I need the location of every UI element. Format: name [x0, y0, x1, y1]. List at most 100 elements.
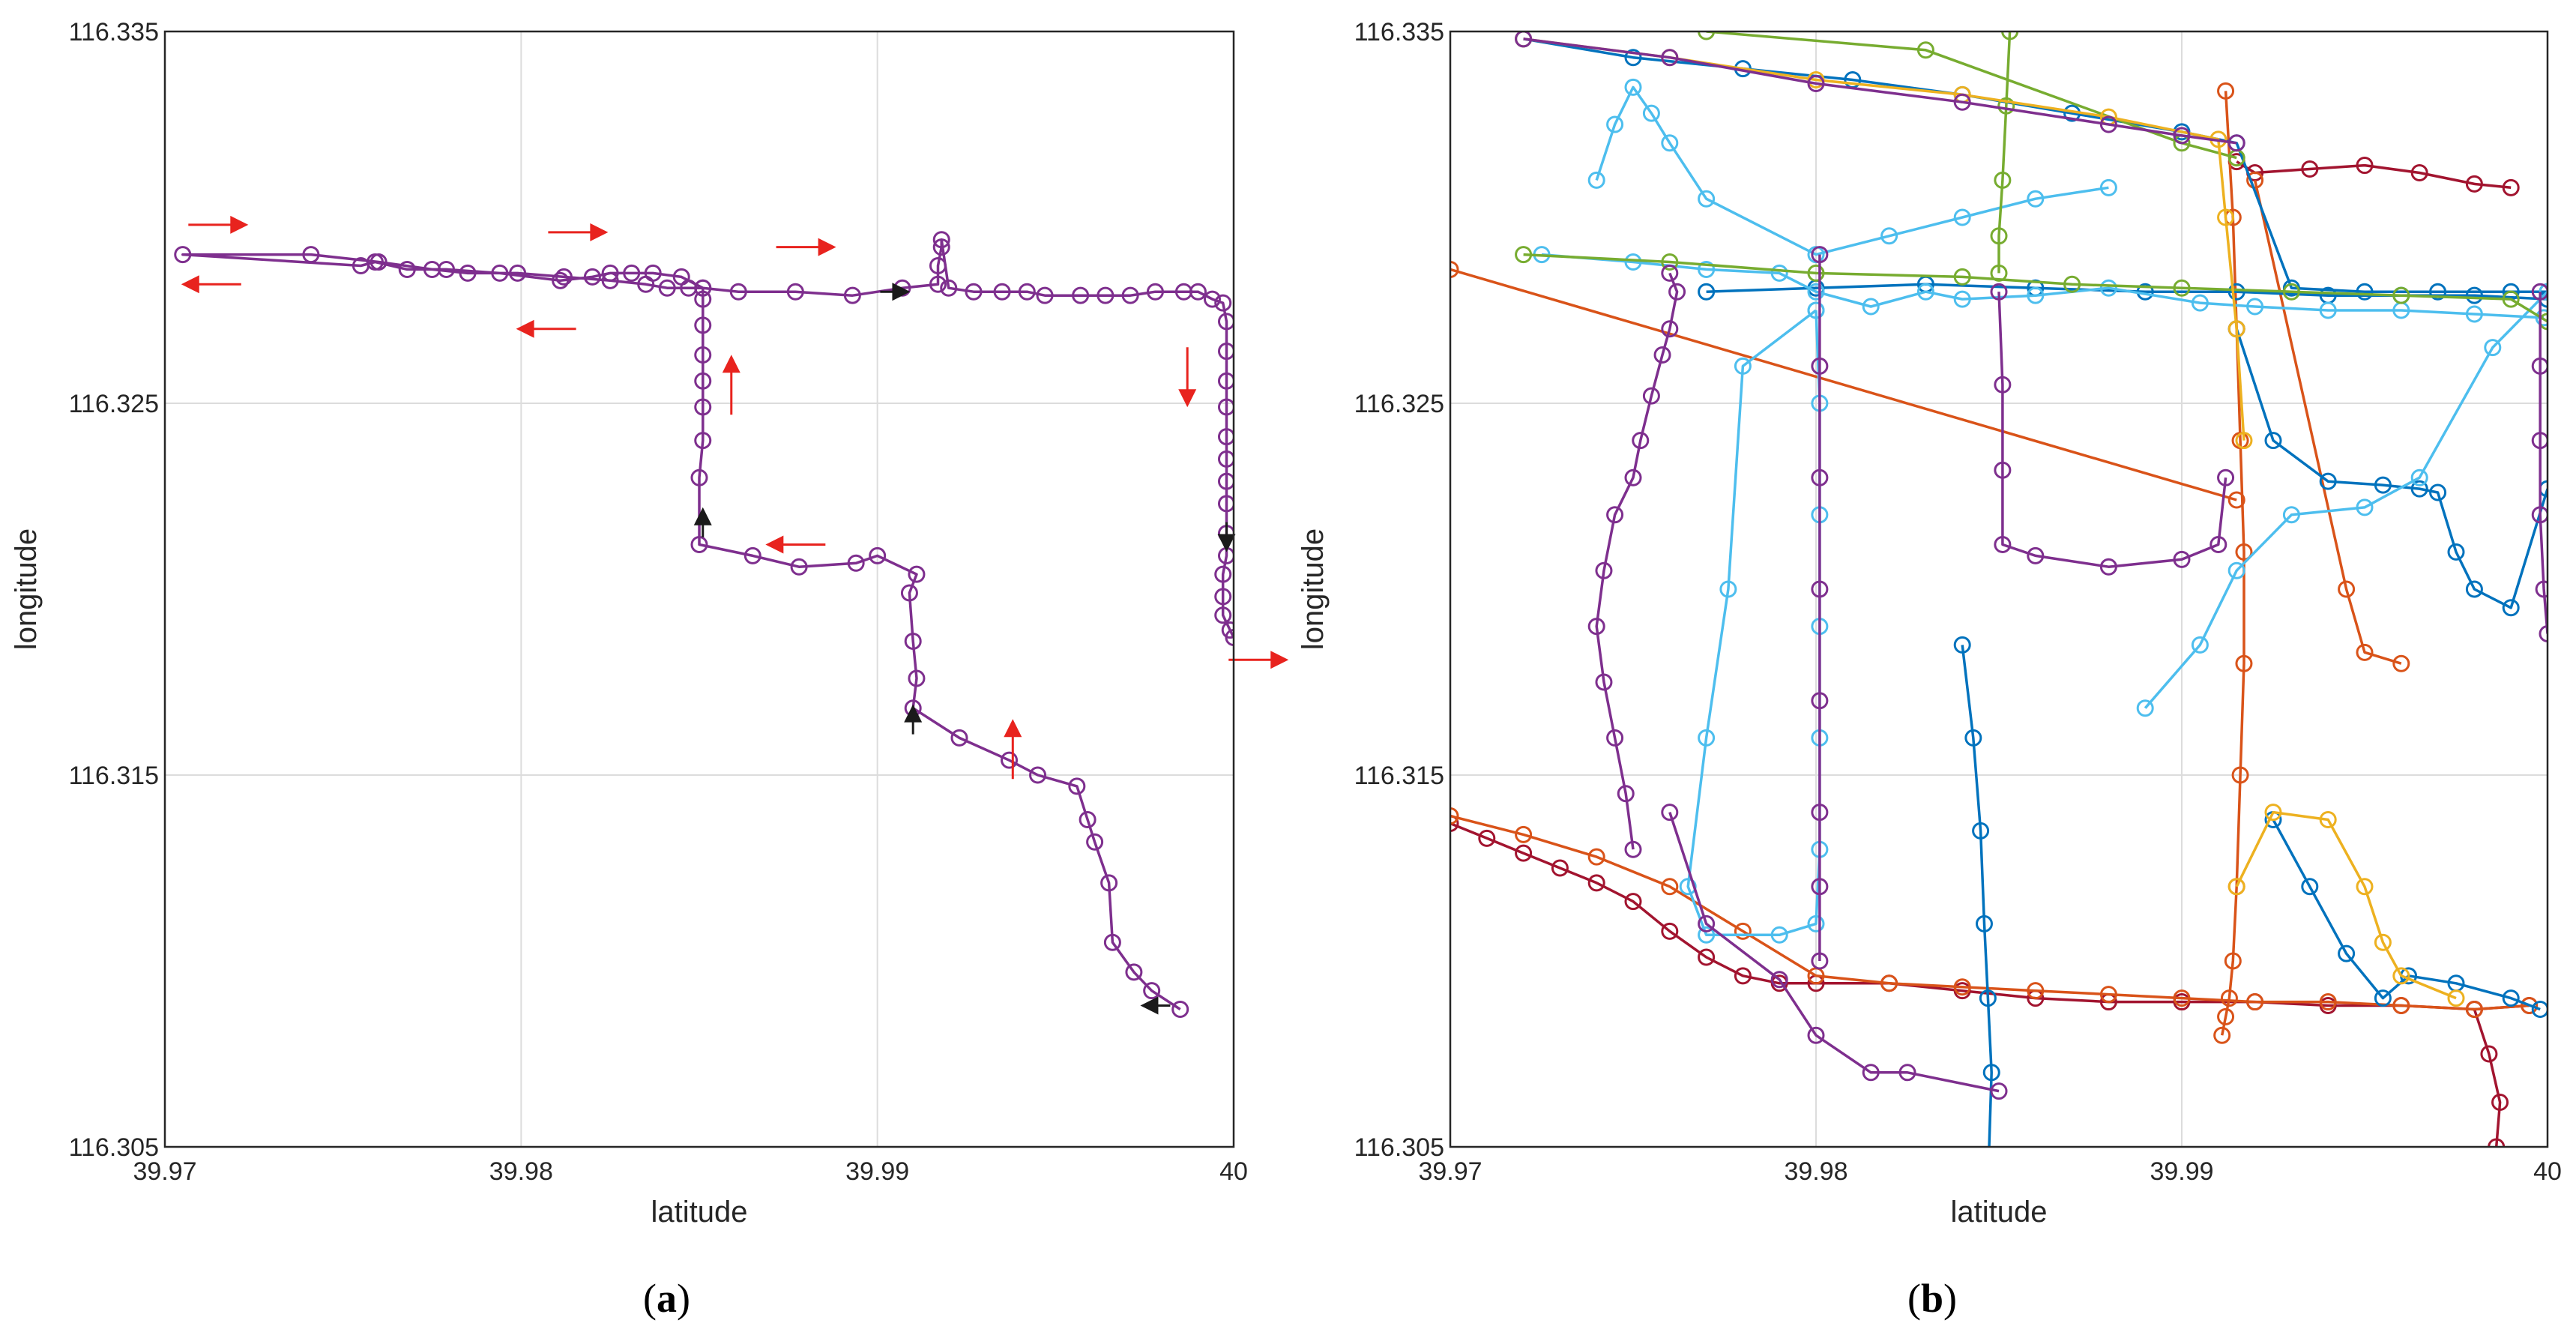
data-point: [2264, 432, 2282, 450]
series-line: [1961, 645, 1993, 1147]
data-point: [2209, 535, 2227, 553]
black-arrow-14: [1140, 996, 1171, 1015]
data-point: [2301, 160, 2319, 178]
series-line: [1523, 37, 2237, 145]
x-tick-labels-a: 39.97 39.98 39.99 40: [133, 1157, 1247, 1186]
series-line: [1595, 272, 1679, 850]
data-point: [694, 372, 712, 390]
data-point: [847, 554, 865, 572]
data-point: [2217, 468, 2235, 486]
data-point: [694, 316, 712, 334]
data-point: [1029, 766, 1047, 784]
data-point: [1770, 264, 1788, 282]
data-point: [1217, 428, 1234, 446]
y-tick-label: 116.335: [1354, 18, 1444, 46]
data-point: [1606, 729, 1624, 747]
series-line: [1997, 292, 2227, 568]
series-26: [2531, 283, 2548, 643]
data-point: [900, 584, 918, 602]
data-point: [694, 398, 712, 416]
data-point: [2220, 989, 2238, 1007]
data-point: [1606, 115, 1624, 133]
x-tick-label: 40: [1219, 1157, 1248, 1186]
data-point: [694, 290, 712, 308]
data-point: [1515, 844, 1533, 862]
y-tick-label: 116.305: [1354, 1133, 1444, 1162]
red-arrow-3: [516, 319, 576, 338]
data-point: [2217, 208, 2235, 226]
data-point: [2173, 279, 2191, 297]
data-point: [583, 268, 601, 286]
data-point: [690, 468, 708, 486]
data-point: [1770, 926, 1788, 944]
y-tick-label: 116.315: [69, 762, 159, 790]
data-point: [1450, 814, 1459, 832]
arrow-head: [1178, 389, 1197, 408]
series-line: [1668, 812, 2000, 1093]
data-point: [1734, 922, 1752, 940]
series-22: [1587, 264, 1686, 858]
data-point: [644, 264, 662, 282]
data-point: [1097, 286, 1114, 304]
data-point: [965, 283, 983, 301]
data-point: [2191, 636, 2209, 654]
data-point: [1214, 294, 1232, 312]
data-point: [1990, 227, 2008, 245]
data-point: [1994, 461, 2012, 479]
data-point: [950, 729, 968, 747]
data-point: [2356, 283, 2374, 301]
panel-label-b-open: (: [1907, 1276, 1921, 1321]
y-tick-label: 116.305: [69, 1133, 159, 1162]
data-point: [2491, 1093, 2509, 1111]
data-point: [1217, 495, 1234, 513]
series-0: [174, 231, 1234, 1018]
data-point: [1880, 227, 1898, 245]
data-point: [1036, 286, 1054, 304]
data-point: [1203, 290, 1221, 308]
data-point: [2231, 766, 2249, 784]
data-point: [1811, 952, 1829, 970]
data-point: [1100, 874, 1118, 892]
data-point: [993, 283, 1011, 301]
data-point: [1217, 313, 1234, 331]
data-point: [2356, 157, 2374, 175]
data-point: [1811, 804, 1829, 822]
data-point: [2099, 558, 2117, 576]
data-point: [1661, 253, 1679, 271]
data-point: [2521, 997, 2539, 1015]
data-point: [2227, 878, 2245, 896]
data-point: [1143, 982, 1161, 1000]
series-line: [1523, 253, 2548, 323]
data-point: [672, 268, 690, 286]
data-point: [2531, 506, 2548, 524]
data-point: [1807, 264, 1825, 282]
series-20: [2227, 804, 2465, 1007]
y-tick-labels-b: 116.305 116.315 116.325 116.335: [1354, 18, 1444, 1162]
data-point: [491, 264, 509, 282]
data-point: [2410, 480, 2428, 498]
series-line: [1450, 268, 2237, 501]
red-arrow-2: [548, 223, 609, 241]
arrow-head: [1004, 719, 1022, 738]
data-point: [729, 283, 747, 301]
data-point: [1972, 822, 1990, 840]
series-layer-b: [1450, 31, 2548, 1147]
data-point: [932, 231, 950, 249]
data-point: [1964, 729, 1982, 747]
x-axis-label-a: latitude: [651, 1196, 748, 1229]
annotation-layer-a: [181, 215, 1289, 1015]
red-arrow-9: [1228, 651, 1289, 669]
data-point: [2535, 309, 2548, 327]
data-point: [2217, 82, 2235, 100]
arrow-head: [1270, 651, 1289, 669]
arrow-head: [722, 355, 740, 373]
series-line: [181, 238, 1234, 1010]
data-point: [2282, 283, 2300, 301]
data-point: [174, 246, 192, 264]
data-point: [2374, 989, 2392, 1007]
data-point: [1221, 621, 1234, 639]
red-arrow-0: [188, 215, 249, 234]
arrow-head: [765, 535, 784, 554]
series-line: [2253, 180, 2402, 665]
